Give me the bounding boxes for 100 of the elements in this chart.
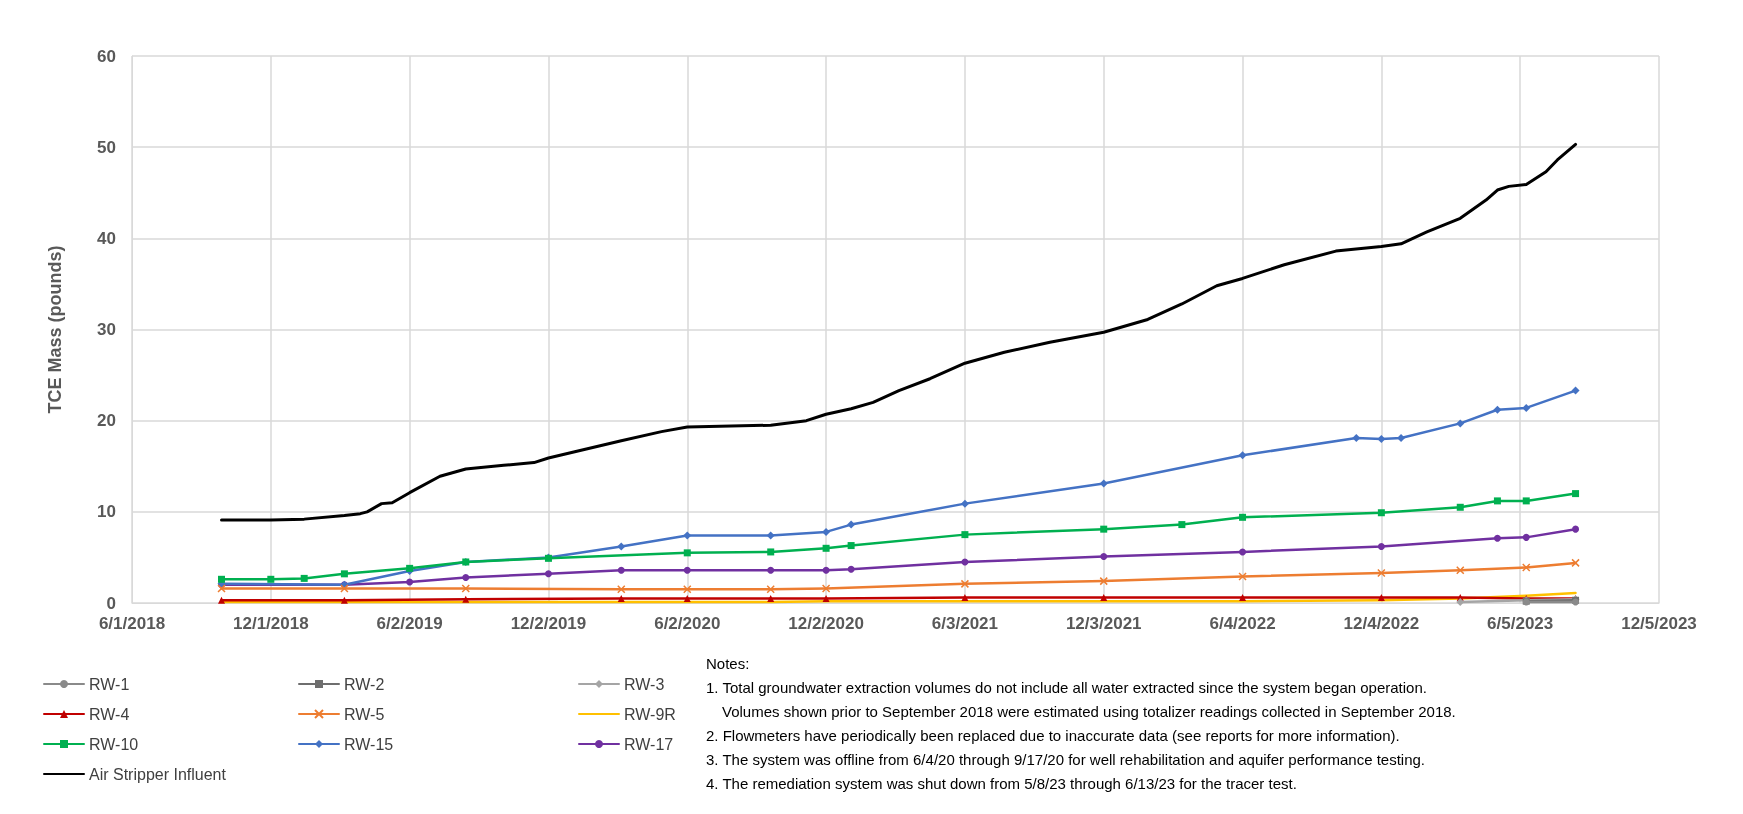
point [767, 566, 775, 574]
legend-label: RW-15 [344, 735, 394, 753]
point [1493, 497, 1501, 505]
y-tick-label: 10 [97, 502, 116, 522]
y-axis-title: TCE Mass (pounds) [45, 245, 65, 414]
y-tick-label: 20 [97, 411, 116, 431]
point [1100, 594, 1108, 602]
point [1239, 594, 1247, 602]
y-tick-label: 30 [97, 320, 116, 339]
point [1572, 490, 1580, 498]
point [300, 574, 308, 582]
point [218, 596, 226, 604]
text: Volumes shown prior to September 2018 were estimated using totalizer readings collected in September 2018. [722, 703, 1456, 720]
x-tick-label: 6/1/2018 [98, 614, 166, 633]
x-tick-label: 12/4/2022 [1343, 614, 1420, 633]
point [1099, 479, 1108, 488]
point [617, 542, 626, 551]
x-tick-label: 6/4/2022 [1209, 614, 1276, 633]
point [406, 564, 414, 572]
point [822, 594, 830, 602]
point [683, 594, 691, 602]
point [406, 578, 414, 586]
point [822, 566, 830, 574]
point [617, 594, 625, 602]
point [1352, 433, 1361, 442]
point [1238, 451, 1247, 460]
point [821, 584, 831, 593]
x-tick-label: 12/5/2023 [1621, 614, 1697, 633]
point [847, 520, 856, 529]
x-tick-label: 12/1/2018 [233, 614, 309, 633]
y-tick-label: 50 [97, 137, 116, 157]
y-tick-label: 40 [97, 228, 116, 248]
point [617, 566, 625, 574]
point [1377, 542, 1385, 550]
legend-label: RW-3 [624, 675, 665, 693]
legend-label: RW-2 [344, 675, 385, 693]
text: 2. Flowmeters have periodically been replaced due to inaccurate data (see reports for more information). [706, 727, 1400, 744]
x-tick-label: 12/3/2021 [1065, 614, 1142, 633]
point [1493, 405, 1502, 414]
x-tick-label: 12/2/2020 [788, 614, 864, 633]
legend-label: RW-9R [624, 705, 676, 723]
point [1456, 565, 1465, 575]
point [461, 584, 471, 593]
point [1178, 521, 1186, 529]
text: Notes: [706, 655, 750, 672]
line-series [220, 142, 1578, 522]
x-tick-label: 12/2/2019 [510, 614, 587, 633]
point [1100, 553, 1108, 560]
point [1456, 419, 1465, 428]
text: 4. The remediation system was shut down from 5/8/23 through 6/13/23 for the tracer test. [706, 775, 1297, 792]
point [267, 575, 275, 583]
point [340, 596, 348, 604]
point [960, 499, 969, 508]
point [1397, 433, 1406, 442]
x-tick-label: 6/5/2023 [1487, 614, 1554, 633]
point [683, 531, 692, 540]
point [766, 531, 775, 540]
point [1377, 594, 1385, 602]
point [1571, 386, 1580, 395]
x-tick-label: 6/2/2020 [654, 614, 721, 633]
point [1377, 568, 1386, 578]
point [462, 573, 470, 581]
point [847, 542, 855, 550]
y-tick-label: 60 [97, 46, 116, 66]
point [462, 595, 470, 603]
point [1239, 548, 1247, 556]
point [1572, 525, 1580, 533]
point [1522, 497, 1530, 505]
point [1522, 533, 1530, 541]
point [767, 548, 775, 556]
point [1522, 563, 1531, 572]
point [1456, 503, 1464, 511]
point [822, 544, 830, 552]
point [1099, 576, 1108, 586]
point [340, 584, 349, 593]
point [544, 570, 552, 578]
point [340, 570, 348, 578]
point [961, 594, 969, 602]
point [683, 566, 691, 574]
point [217, 584, 226, 593]
point [1571, 558, 1580, 568]
legend-label: RW-4 [89, 705, 130, 723]
point [1493, 534, 1501, 542]
point [218, 575, 226, 583]
x-tick-label: 6/3/2021 [931, 614, 998, 633]
point [1238, 572, 1247, 581]
point [766, 585, 775, 594]
point [683, 549, 691, 557]
text: 3. The system was offline from 6/4/20 through 9/17/20 for well rehabilitation and aquifer performance testing. [706, 751, 1426, 768]
point [847, 565, 855, 573]
legend-label: Air Stripper Influent [89, 765, 227, 783]
point [1100, 525, 1108, 533]
legend-label: RW-5 [344, 705, 385, 723]
point [767, 594, 775, 602]
legend-label: RW-17 [624, 735, 674, 753]
point [961, 531, 969, 539]
legend-label: RW-1 [89, 675, 130, 693]
point [822, 527, 831, 536]
point [1377, 434, 1386, 443]
point [1522, 403, 1531, 412]
